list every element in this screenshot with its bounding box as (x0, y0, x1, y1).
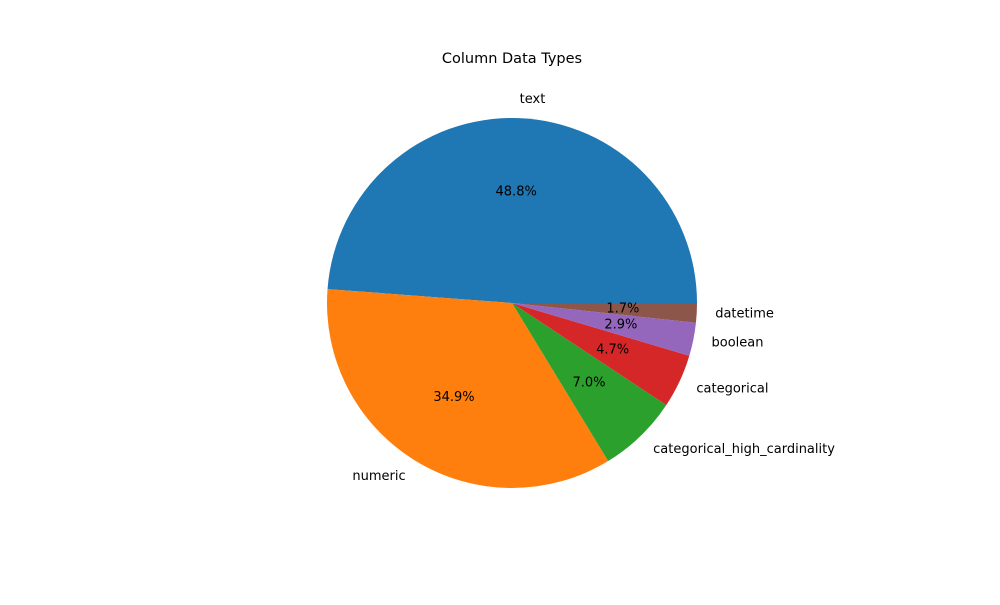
pie-slice-numeric (327, 289, 609, 488)
slice-label-numeric: numeric (352, 469, 405, 484)
slice-percent-text: 48.8% (496, 185, 537, 200)
pie-slice-categorical (512, 303, 690, 406)
pie-slice-datetime (512, 303, 697, 323)
slice-label-categorical: categorical (696, 382, 768, 397)
pie-slice-categorical-high-cardinality (512, 303, 667, 462)
pie-slice-boolean (512, 303, 696, 356)
slice-percent-datetime: 1.7% (606, 301, 639, 316)
pie-labels: text 48.8% numeric 34.9% categorical_high_ca… (352, 92, 835, 484)
slice-label-categorical-high-cardinality: categorical_high_cardinality (653, 442, 835, 457)
slice-percent-categorical: 4.7% (596, 342, 629, 357)
slice-percent-boolean: 2.9% (604, 317, 637, 332)
slice-percent-categorical-high-cardinality: 7.0% (572, 375, 605, 390)
slice-percent-numeric: 34.9% (433, 390, 474, 405)
pie-slices (327, 117, 697, 488)
slice-label-boolean: boolean (712, 336, 764, 351)
pie-slice-text (327, 117, 697, 303)
slice-label-datetime: datetime (715, 306, 774, 321)
slice-label-text: text (520, 92, 546, 107)
chart-title: Column Data Types (442, 51, 582, 67)
